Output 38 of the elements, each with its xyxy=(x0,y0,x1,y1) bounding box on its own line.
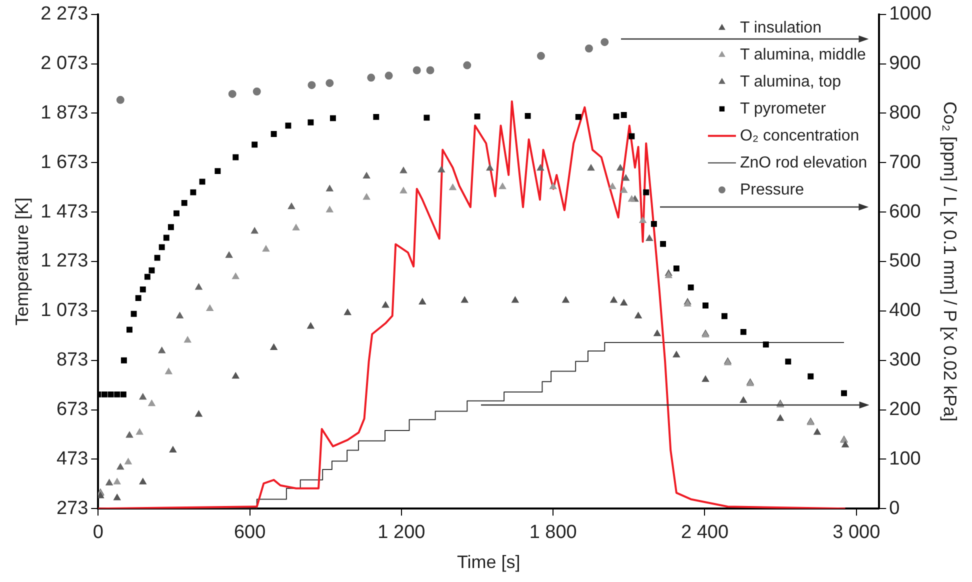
x-axis-title: Time [s] xyxy=(456,552,520,572)
y-tick-label: 1 273 xyxy=(40,250,88,272)
y-tick-label: 873 xyxy=(56,350,88,371)
x-tick-label: 3 000 xyxy=(832,522,880,544)
y-tick-label: 2 073 xyxy=(40,53,88,74)
y2-tick-label: 0 xyxy=(889,498,900,519)
y-tick-label: 473 xyxy=(56,448,88,470)
y2-tick-label: 800 xyxy=(889,102,921,124)
y2-axis-title: Co₂ [ppm] / L [x 0.1 mm] / P [x 0.02 kPa] xyxy=(940,101,960,422)
y2-tick-label: 300 xyxy=(889,350,921,371)
y2-tick-label: 400 xyxy=(889,300,921,322)
y2-tick-label: 200 xyxy=(889,398,921,420)
y-tick-label: 2 273 xyxy=(40,4,88,25)
x-tick-label: 1 800 xyxy=(529,522,577,544)
x-tick-label: 1 200 xyxy=(378,522,426,544)
y-tick-label: 1 473 xyxy=(40,201,88,222)
y-tick-label: 1 873 xyxy=(40,102,88,124)
legend-label: T alumina, top xyxy=(740,73,842,90)
legend-label: ZnO rod elevation xyxy=(740,154,868,172)
legend-label: T insulation xyxy=(740,19,822,36)
y-tick-label: 1 073 xyxy=(40,300,88,322)
y2-tick-label: 900 xyxy=(889,53,921,74)
x-tick-label: 0 xyxy=(92,522,104,544)
y2-tick-label: 700 xyxy=(889,152,921,173)
legend-label: T alumina, middle xyxy=(740,46,866,64)
y2-tick-label: 600 xyxy=(889,201,921,222)
y2-tick-label: 500 xyxy=(889,250,921,272)
y2-tick-label: 1000 xyxy=(889,4,932,25)
y-tick-label: 1 673 xyxy=(40,152,88,173)
y-tick-label: 673 xyxy=(56,398,88,420)
x-tick-label: 600 xyxy=(234,522,266,544)
x-tick-label: 2 400 xyxy=(680,522,729,544)
legend-label: T pyrometer xyxy=(740,100,827,118)
y-axis-title: Temperature [K] xyxy=(12,197,32,326)
legend-label: Pressure xyxy=(740,181,804,198)
legend-label: O₂ concentration xyxy=(740,127,860,144)
y-tick-label: 273 xyxy=(56,498,88,519)
y2-tick-label: 100 xyxy=(889,448,921,470)
